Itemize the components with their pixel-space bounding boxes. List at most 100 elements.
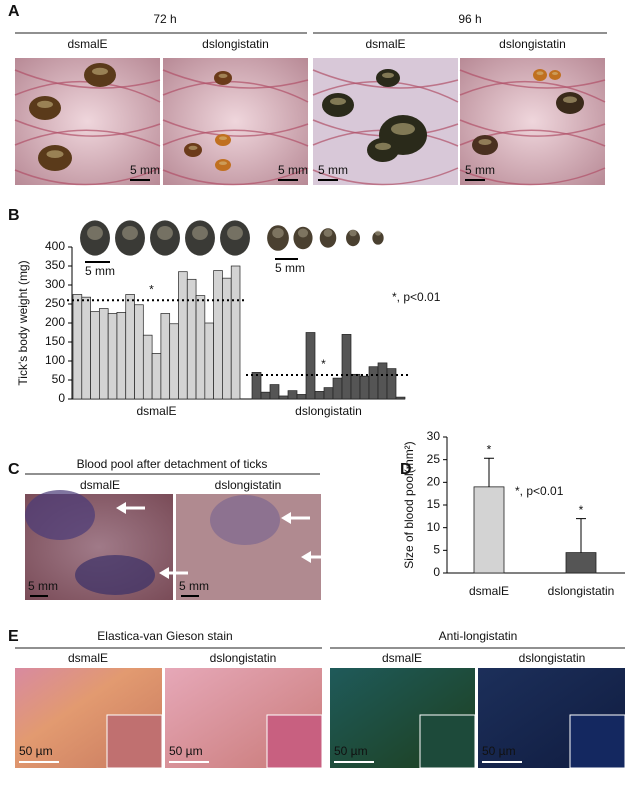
error-bar xyxy=(484,457,494,487)
y-tick-label: 50 xyxy=(52,372,66,386)
bar xyxy=(160,313,171,400)
photo xyxy=(14,58,161,186)
y-tick-label: 5 xyxy=(433,543,440,557)
arrow-head xyxy=(281,512,291,524)
label: 96 h xyxy=(458,12,481,26)
panel-label: E xyxy=(8,628,19,645)
bar xyxy=(377,362,388,400)
x-tick-label: dsmalE xyxy=(469,584,509,598)
label: dsmalE xyxy=(365,37,405,51)
annotation: *, p<0.01 xyxy=(515,484,564,498)
y-tick-label: 0 xyxy=(58,391,65,405)
bar xyxy=(178,271,188,400)
bar xyxy=(473,486,505,574)
bar xyxy=(90,311,100,400)
y-tick-label: 250 xyxy=(45,296,65,310)
tick-shine xyxy=(375,230,381,236)
scale-label: 50 µm xyxy=(482,744,516,758)
annotation: * xyxy=(579,503,584,517)
bar xyxy=(222,277,232,400)
vessel xyxy=(459,167,606,186)
bar xyxy=(323,387,334,400)
blood-pool xyxy=(25,490,95,540)
label: dsmalE xyxy=(68,651,108,665)
bar xyxy=(395,396,406,400)
bar xyxy=(278,395,289,400)
label: dslongistatin xyxy=(202,37,269,51)
scale-label: 50 µm xyxy=(334,744,368,758)
x-tick-label: dsmalE xyxy=(136,404,176,418)
bar xyxy=(230,265,241,400)
y-tick-label: 300 xyxy=(45,277,65,291)
scale-label: 5 mm xyxy=(465,163,495,177)
bar xyxy=(204,322,214,400)
error-bar xyxy=(576,518,586,553)
tick-photo xyxy=(372,231,384,245)
tick-shine xyxy=(391,123,415,135)
tick xyxy=(184,143,202,157)
bar xyxy=(341,334,352,400)
bar xyxy=(260,391,271,400)
y-tick-label: 100 xyxy=(45,353,65,367)
scale-label: 50 µm xyxy=(19,744,53,758)
y-tick-label: 200 xyxy=(45,315,65,329)
inset xyxy=(106,714,163,769)
tick-shine xyxy=(382,72,394,79)
vessel xyxy=(14,69,161,89)
bar xyxy=(169,323,179,400)
panel-label: B xyxy=(8,207,20,224)
scale-label: 5 mm xyxy=(130,163,160,177)
blood-pool xyxy=(75,555,155,595)
vessel xyxy=(162,129,309,147)
tick-shine xyxy=(157,225,173,241)
tick-shine xyxy=(349,229,357,237)
bar xyxy=(125,294,135,400)
blood-pool xyxy=(210,495,280,545)
tick-shine xyxy=(37,100,53,108)
tick-shine xyxy=(227,225,243,241)
tick-shine xyxy=(188,145,198,150)
bar xyxy=(134,304,144,400)
annotation: * xyxy=(149,282,154,296)
tick-shine xyxy=(297,228,309,238)
inset xyxy=(266,714,323,769)
label: dslongistatin xyxy=(210,651,277,665)
bar xyxy=(72,294,83,400)
bar xyxy=(99,308,109,400)
vessel xyxy=(14,119,161,137)
y-tick-label: 10 xyxy=(427,520,441,534)
bar xyxy=(151,353,162,400)
bar xyxy=(186,278,197,400)
y-tick-label: 400 xyxy=(45,239,65,253)
y-axis-label: Tick's body weight (mg) xyxy=(16,260,30,385)
bar xyxy=(195,295,206,400)
panel-label: C xyxy=(8,461,20,478)
tick-shine xyxy=(92,67,108,75)
bar xyxy=(81,296,91,400)
y-tick-label: 25 xyxy=(427,452,441,466)
bar xyxy=(386,368,397,400)
label: dsmalE xyxy=(382,651,422,665)
label: dsmalE xyxy=(67,37,107,51)
tick-shine xyxy=(219,136,227,140)
tick-shine xyxy=(87,225,103,241)
label: dsmalE xyxy=(80,478,120,492)
vessel xyxy=(162,69,309,89)
label: dslongistatin xyxy=(499,37,566,51)
vessel xyxy=(162,167,309,186)
vessel xyxy=(162,80,309,103)
y-tick-label: 30 xyxy=(427,429,441,443)
vessel xyxy=(162,119,309,137)
tick-shine xyxy=(478,139,492,145)
tick-shine xyxy=(122,225,138,241)
x-tick-label: dslongistatin xyxy=(548,584,615,598)
scale-label: 5 mm xyxy=(179,579,209,593)
bar xyxy=(116,312,127,400)
vessel xyxy=(14,167,161,186)
panel-label: D xyxy=(400,461,412,478)
y-tick-label: 0 xyxy=(433,565,440,579)
bar xyxy=(251,372,262,400)
bar xyxy=(350,373,361,400)
scale-label: 5 mm xyxy=(318,163,348,177)
